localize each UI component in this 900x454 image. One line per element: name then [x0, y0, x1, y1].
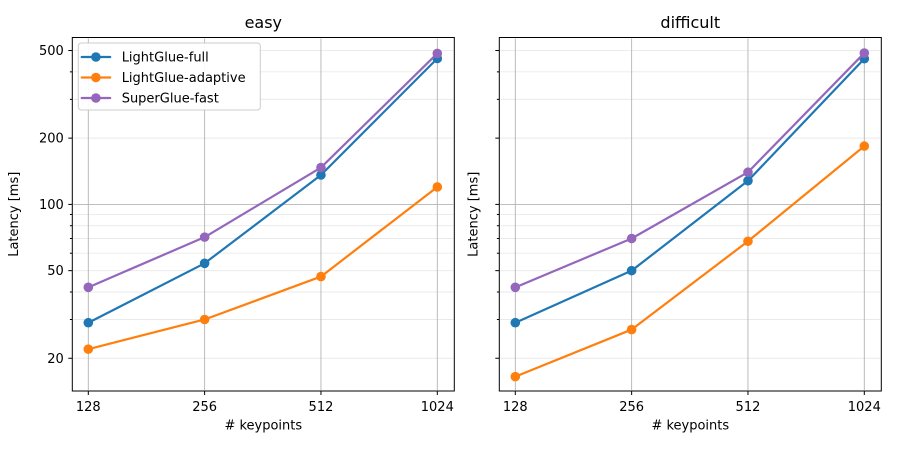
series-superglue-fast	[83, 48, 443, 293]
x-axis-label: # keypoints	[224, 419, 302, 434]
y-tick-label: 50	[47, 264, 64, 279]
data-point	[83, 317, 94, 328]
data-point	[83, 344, 94, 354]
data-point	[199, 258, 210, 269]
data-point	[859, 48, 870, 58]
series-line	[87, 52, 439, 289]
plot-title: difficult	[660, 13, 720, 32]
data-point	[510, 371, 521, 382]
data-point	[626, 233, 637, 244]
y-tick-label: 100	[39, 198, 64, 213]
data-point	[510, 282, 521, 293]
x-tick-label: 256	[192, 400, 217, 415]
subplot-easy: 128 256 512 1024 20 50 100 200 500 easy # keypoint…	[7, 13, 455, 434]
data-point	[83, 282, 94, 293]
y-axis-label: Latency [ms]	[467, 172, 482, 257]
legend: LightGlue-full LightGlue-adaptive SuperGlu…	[77, 42, 261, 111]
series-superglue-fast	[510, 48, 870, 293]
series-line	[87, 185, 439, 351]
data-point	[432, 182, 443, 192]
data-point	[316, 271, 326, 282]
x-tick-label: 1024	[421, 400, 454, 415]
legend-label: LightGlue-adaptive	[122, 71, 246, 86]
data-point	[626, 324, 637, 335]
plot-title: easy	[245, 13, 282, 32]
x-tick-label: 512	[309, 400, 334, 415]
series-lightglue-full	[83, 53, 443, 328]
axis-ticks	[68, 50, 438, 395]
legend-marker	[91, 52, 101, 62]
data-point	[626, 265, 637, 276]
y-tick-label: 200	[39, 132, 64, 147]
series-line	[514, 57, 866, 324]
legend-item: LightGlue-full	[80, 51, 209, 66]
data-point	[859, 141, 870, 151]
legend-label: LightGlue-full	[122, 51, 209, 66]
y-tick-label: 500	[39, 44, 64, 59]
data-point	[743, 167, 753, 178]
legend-label: SuperGlue-fast	[122, 92, 219, 107]
y-axis-label: Latency [ms]	[7, 172, 22, 257]
x-tick-label: 128	[76, 400, 101, 415]
x-tick-label: 256	[619, 400, 644, 415]
legend-marker	[91, 93, 101, 103]
axis-ticks	[495, 50, 865, 395]
x-tick-label: 512	[736, 400, 761, 415]
x-tick-label: 128	[503, 400, 528, 415]
data-point	[743, 175, 753, 186]
data-point	[199, 232, 210, 242]
legend-item: SuperGlue-fast	[80, 92, 219, 107]
series-lightglue-adaptive	[510, 141, 870, 382]
data-point	[510, 317, 521, 328]
series-line	[514, 51, 866, 289]
data-point	[316, 170, 326, 180]
data-point	[743, 236, 753, 247]
x-tick-label: 1024	[848, 400, 881, 415]
legend-marker	[91, 72, 101, 83]
legend-item: LightGlue-adaptive	[80, 71, 246, 86]
data-point	[199, 314, 210, 325]
subplot-difficult: 128 256 512 1024 difficult # keypoints Latency…	[467, 13, 882, 434]
legend-border	[77, 42, 261, 111]
data-point	[432, 48, 443, 59]
series-lightglue-adaptive	[83, 182, 443, 354]
x-axis-label: # keypoints	[651, 419, 729, 434]
series-line	[87, 57, 439, 324]
series-line	[514, 144, 866, 378]
data-point	[316, 162, 326, 173]
y-tick-label: 20	[47, 352, 64, 367]
grid-minor	[500, 50, 881, 359]
